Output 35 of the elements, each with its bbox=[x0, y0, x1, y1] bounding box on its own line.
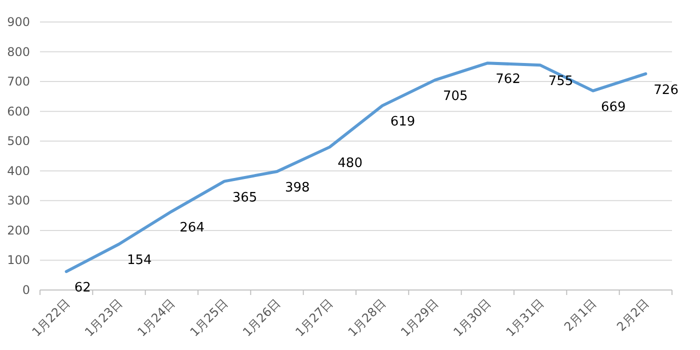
data-label: 62 bbox=[74, 280, 91, 296]
y-tick-label: 200 bbox=[7, 223, 30, 238]
x-tick-label: 1月27日 bbox=[292, 296, 336, 340]
data-label: 705 bbox=[443, 89, 468, 104]
data-label: 480 bbox=[338, 156, 362, 172]
y-tick-label: 800 bbox=[7, 44, 30, 59]
x-tick-label: 1月25日 bbox=[187, 296, 230, 340]
x-tick-label: 1月22日 bbox=[29, 296, 72, 340]
data-label: 619 bbox=[390, 114, 416, 130]
data-label: 762 bbox=[496, 72, 520, 88]
x-tick-label: 2月2日 bbox=[614, 296, 652, 334]
x-tick-label: 1月23日 bbox=[82, 296, 126, 340]
x-tick-label: 2月1日 bbox=[561, 296, 600, 334]
x-tick-label: 1月24日 bbox=[134, 296, 178, 340]
x-tick-label: 1月29日 bbox=[398, 296, 442, 340]
data-label: 264 bbox=[180, 220, 204, 236]
y-tick-label: 500 bbox=[7, 134, 30, 148]
y-tick-label: 300 bbox=[7, 194, 30, 208]
y-tick-label: 400 bbox=[7, 164, 30, 178]
x-tick-label: 1月26日 bbox=[240, 296, 284, 340]
x-tick-label: 1月28日 bbox=[345, 296, 388, 340]
x-tick-label: 1月30日 bbox=[450, 296, 494, 340]
y-tick-label: 600 bbox=[7, 104, 30, 118]
data-label: 669 bbox=[601, 100, 626, 115]
y-tick-label: 100 bbox=[7, 253, 30, 268]
data-label: 154 bbox=[127, 253, 152, 268]
x-tick-label: 1月31日 bbox=[503, 296, 546, 340]
y-tick-label: 900 bbox=[7, 15, 30, 29]
line-series bbox=[64, 62, 648, 274]
y-tick-label: 0 bbox=[22, 283, 30, 297]
data-label: 365 bbox=[232, 190, 258, 206]
data-label: 755 bbox=[548, 74, 574, 90]
data-label: 726 bbox=[654, 82, 678, 98]
y-tick-label: 700 bbox=[7, 74, 30, 89]
data-label: 398 bbox=[285, 180, 310, 196]
